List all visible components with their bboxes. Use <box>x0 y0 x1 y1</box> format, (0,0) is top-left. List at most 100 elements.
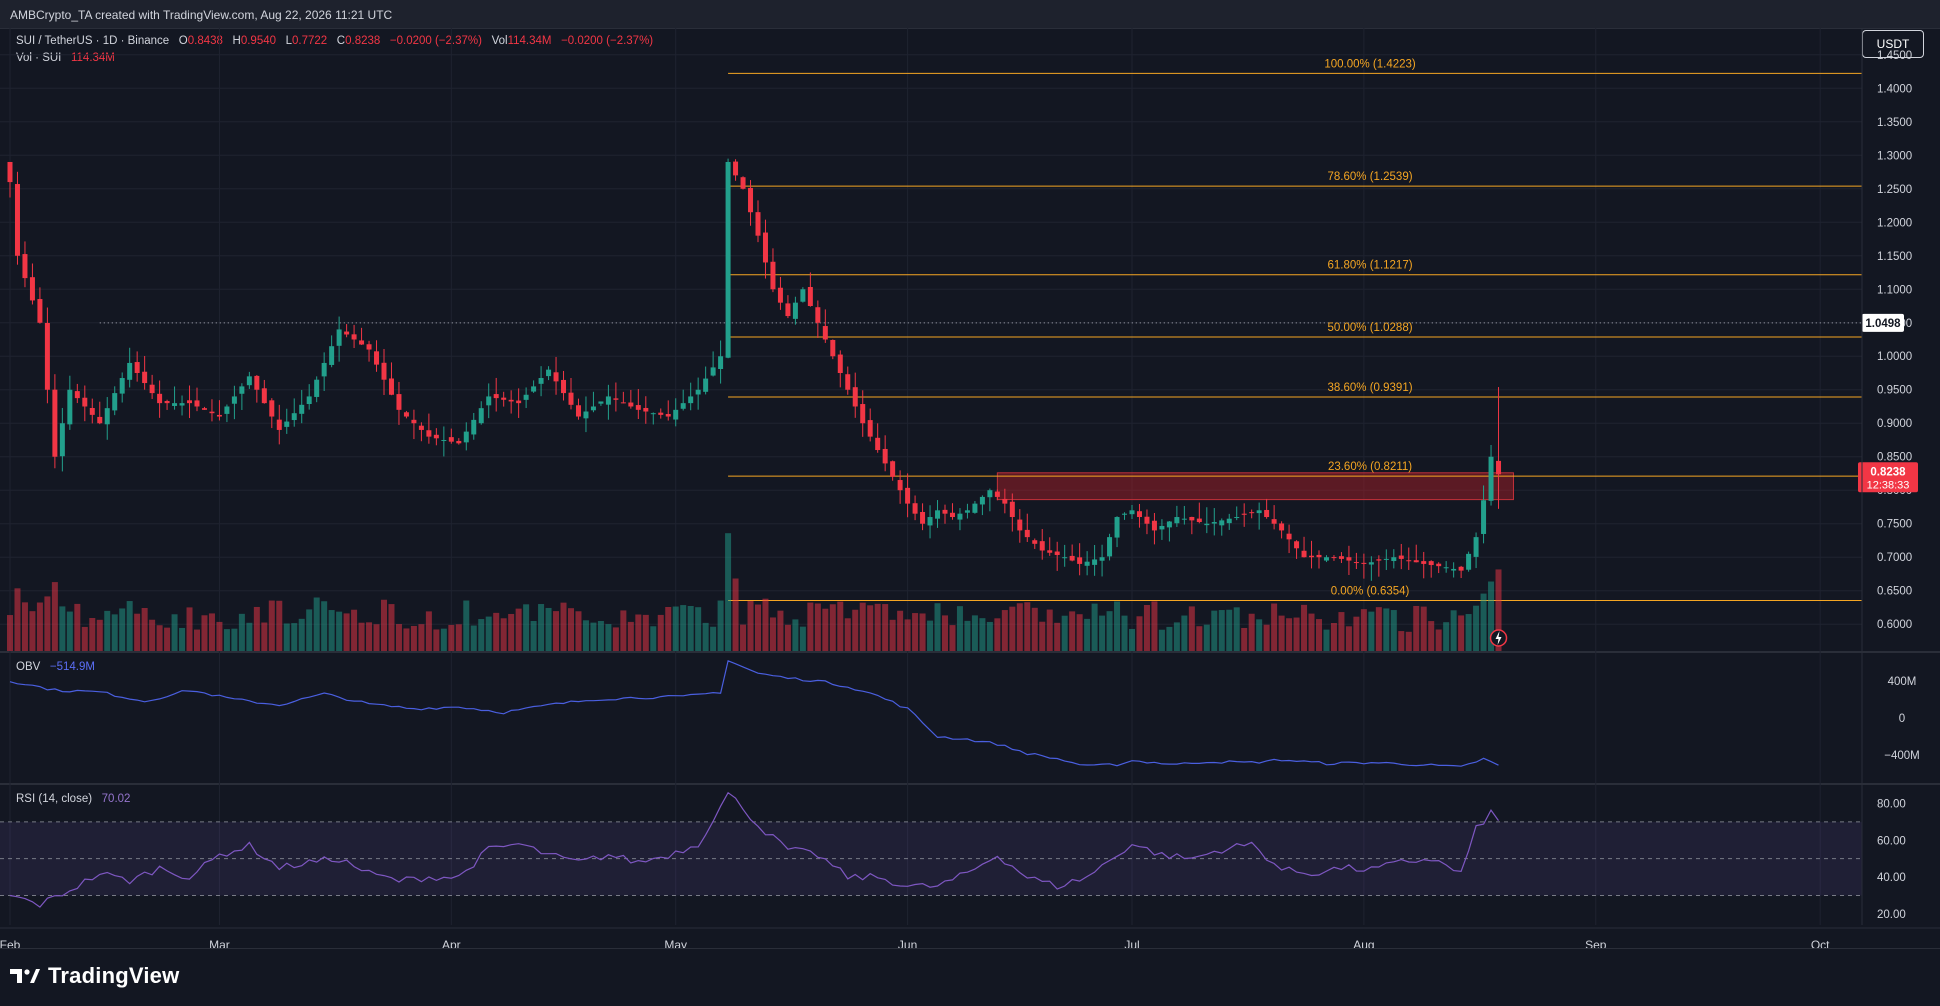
candle-body[interactable] <box>912 503 918 514</box>
candle-body[interactable] <box>1391 557 1397 562</box>
candle-body[interactable] <box>37 299 43 323</box>
candle-body[interactable] <box>172 403 178 406</box>
candle-body[interactable] <box>703 378 709 392</box>
candle-body[interactable] <box>762 232 768 263</box>
candle-body[interactable] <box>366 344 372 350</box>
candle-body[interactable] <box>254 375 260 390</box>
candle-body[interactable] <box>890 461 896 477</box>
candle-body[interactable] <box>1181 518 1187 520</box>
candle-body[interactable] <box>815 307 821 323</box>
candle-body[interactable] <box>1144 516 1150 524</box>
candle-body[interactable] <box>568 392 574 405</box>
candle-body[interactable] <box>1346 557 1352 561</box>
candle-body[interactable] <box>1174 517 1180 524</box>
tradingview-logo[interactable]: TradingView <box>10 963 179 989</box>
candle-body[interactable] <box>1286 533 1292 540</box>
candle-body[interactable] <box>523 394 529 400</box>
candle-body[interactable] <box>688 396 694 404</box>
candle-body[interactable] <box>1271 519 1277 524</box>
candle-body[interactable] <box>1279 523 1285 531</box>
candle-body[interactable] <box>306 396 312 405</box>
candle-body[interactable] <box>344 331 350 335</box>
candle-body[interactable] <box>1316 554 1322 558</box>
candle-body[interactable] <box>718 356 724 370</box>
candle-body[interactable] <box>695 389 701 395</box>
candle-body[interactable] <box>29 277 35 301</box>
candle-body[interactable] <box>1428 561 1434 566</box>
candle-body[interactable] <box>1151 520 1157 531</box>
candle-body[interactable] <box>949 512 955 518</box>
candle-body[interactable] <box>1361 562 1367 564</box>
candle-body[interactable] <box>403 412 409 417</box>
candle-body[interactable] <box>52 389 58 457</box>
candle-body[interactable] <box>59 423 65 457</box>
candle-body[interactable] <box>673 409 679 420</box>
candle-body[interactable] <box>1234 517 1240 519</box>
candle-body[interactable] <box>620 402 626 404</box>
candle-body[interactable] <box>1473 537 1479 557</box>
candle-body[interactable] <box>733 161 739 176</box>
obv-label[interactable]: OBV <box>16 661 41 673</box>
candle-body[interactable] <box>1114 517 1120 538</box>
candle-body[interactable] <box>321 362 327 377</box>
candle-body[interactable] <box>1069 555 1075 561</box>
candle-body[interactable] <box>411 419 417 424</box>
candle-body[interactable] <box>852 387 858 407</box>
candle-body[interactable] <box>1294 541 1300 549</box>
candle-body[interactable] <box>374 351 380 365</box>
candle-body[interactable] <box>680 403 686 409</box>
candle-body[interactable] <box>1219 520 1225 526</box>
candle-body[interactable] <box>1054 551 1060 555</box>
candle-body[interactable] <box>351 334 357 340</box>
candle-body[interactable] <box>920 511 926 524</box>
candle-body[interactable] <box>1451 568 1457 571</box>
candle-body[interactable] <box>209 411 215 414</box>
candle-body[interactable] <box>860 404 866 424</box>
candle-body[interactable] <box>845 374 851 390</box>
candle-body[interactable] <box>284 421 290 427</box>
candle-body[interactable] <box>329 346 335 365</box>
candle-body[interactable] <box>755 212 761 236</box>
candle-body[interactable] <box>1413 560 1419 563</box>
candle-body[interactable] <box>314 379 320 397</box>
candle-body[interactable] <box>1129 510 1135 515</box>
candle-body[interactable] <box>905 487 911 504</box>
currency-button[interactable]: USDT <box>1862 30 1924 58</box>
rsi-label[interactable]: RSI (14, close) <box>16 793 93 805</box>
candle-body[interactable] <box>187 400 193 404</box>
candle-body[interactable] <box>935 510 941 519</box>
candle-body[interactable] <box>1443 567 1449 569</box>
candle-body[interactable] <box>142 371 148 384</box>
candle-body[interactable] <box>508 399 514 402</box>
candle-body[interactable] <box>1368 562 1374 565</box>
candle-body[interactable] <box>575 405 581 417</box>
supply-zone-rect[interactable] <box>996 472 1514 501</box>
candle-body[interactable] <box>546 369 552 377</box>
candle-body[interactable] <box>1496 460 1502 475</box>
candle-body[interactable] <box>501 397 507 400</box>
candle-body[interactable] <box>89 408 95 415</box>
candle-body[interactable] <box>291 413 297 421</box>
candle-body[interactable] <box>224 406 230 414</box>
candle-body[interactable] <box>927 517 933 526</box>
candle-body[interactable] <box>1226 518 1232 524</box>
candle-body[interactable] <box>1009 501 1015 518</box>
candle-body[interactable] <box>1122 513 1128 515</box>
candle-body[interactable] <box>381 362 387 380</box>
candle-body[interactable] <box>740 177 746 189</box>
candle-body[interactable] <box>643 407 649 412</box>
candle-body[interactable] <box>471 419 477 435</box>
candle-body[interactable] <box>1264 509 1270 518</box>
candle-body[interactable] <box>807 287 813 307</box>
candle-body[interactable] <box>74 391 80 399</box>
candle-body[interactable] <box>1107 537 1113 557</box>
candle-body[interactable] <box>441 439 447 441</box>
candle-body[interactable] <box>112 393 118 411</box>
candle-body[interactable] <box>1338 556 1344 559</box>
candle-body[interactable] <box>1301 550 1307 558</box>
candle-body[interactable] <box>1024 529 1030 538</box>
candle-body[interactable] <box>418 425 424 430</box>
candle-body[interactable] <box>463 431 469 443</box>
candle-body[interactable] <box>650 413 656 415</box>
candle-body[interactable] <box>276 419 282 430</box>
